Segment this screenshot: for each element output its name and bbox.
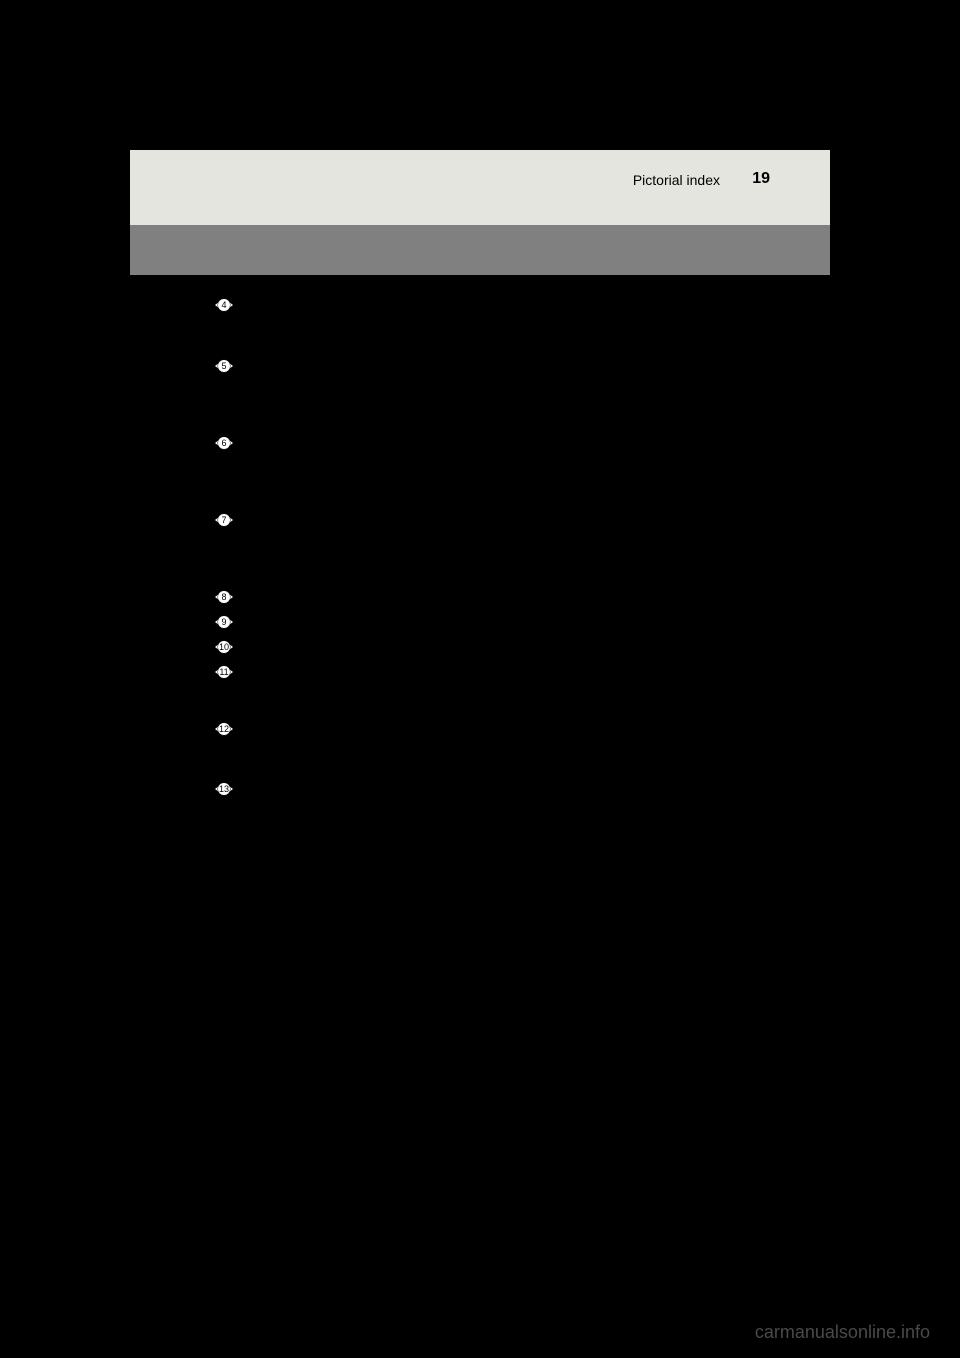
svg-text:13: 13 [219,784,229,794]
svg-text:6: 6 [221,438,226,448]
circled-number-marker-10: 10 [215,638,233,656]
circled-number-marker-7: 7 [215,511,233,529]
watermark-text: carmanualsonline.info [755,1322,930,1343]
svg-text:4: 4 [221,300,226,310]
svg-text:8: 8 [221,592,226,602]
header-bar: Pictorial index 19 [130,150,830,225]
circled-number-marker-13: 13 [215,780,233,798]
circled-number-marker-5: 5 [215,357,233,375]
circled-number-marker-9: 9 [215,613,233,631]
svg-text:9: 9 [221,617,226,627]
circled-number-marker-6: 6 [215,434,233,452]
circled-number-marker-4: 4 [215,296,233,314]
svg-text:5: 5 [221,361,226,371]
circled-number-marker-11: 11 [215,663,233,681]
svg-text:10: 10 [219,642,229,652]
section-title: Pictorial index [633,172,720,188]
svg-text:7: 7 [221,515,226,525]
circled-number-marker-12: 12 [215,720,233,738]
gray-divider-bar [130,225,830,275]
circled-number-marker-8: 8 [215,588,233,606]
page-number: 19 [752,170,770,188]
svg-text:11: 11 [219,667,228,677]
svg-text:12: 12 [219,724,229,734]
